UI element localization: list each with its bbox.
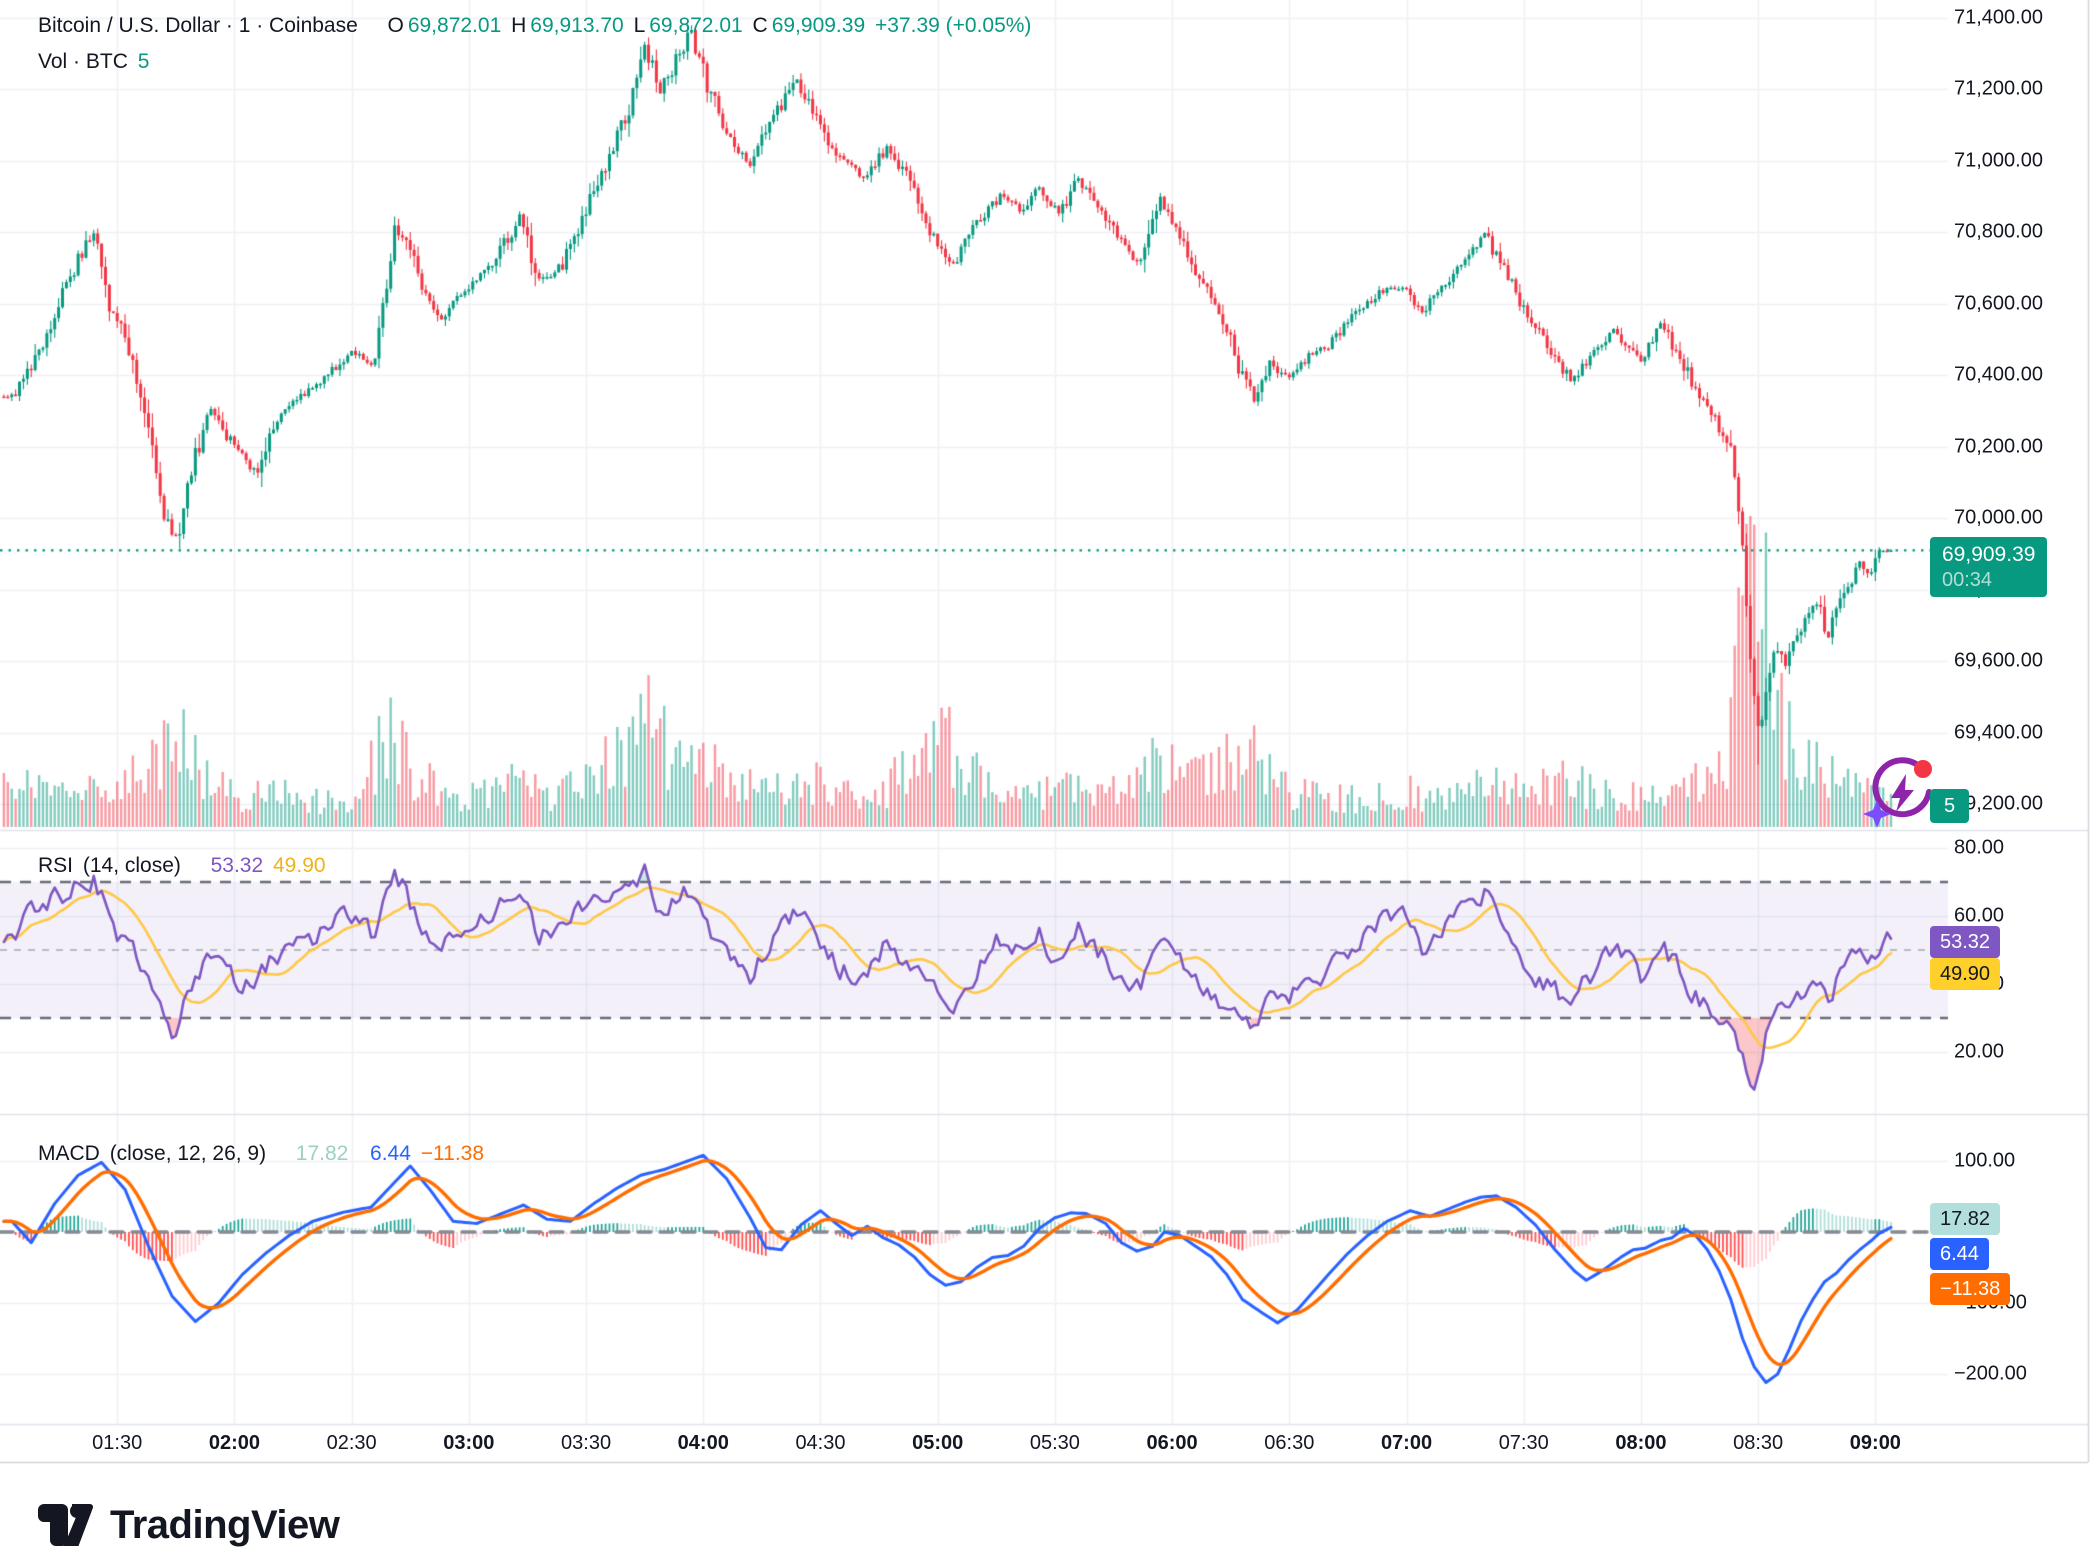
macd-value: 6.44: [370, 1142, 411, 1165]
macd-hist-value: 17.82: [295, 1142, 349, 1165]
macd-signal-value: −11.38: [420, 1142, 485, 1165]
macd-axis-badge: 6.44: [1930, 1238, 1989, 1270]
ohlc-open-label: O: [387, 14, 404, 37]
rsi-value: 53.32: [210, 854, 264, 877]
rsi-ma-value: 49.90: [273, 854, 326, 877]
volume-axis-badge: 5: [1930, 789, 1970, 823]
sparkle-icon: [1863, 800, 1891, 828]
macd-signal-axis-badge: −11.38: [1930, 1273, 2011, 1305]
rsi-legend[interactable]: RSI (14, close) 53.32 49.90: [38, 854, 330, 878]
bar-countdown: 00:34: [1942, 569, 1993, 591]
ohlc-low-value: 69,872.01: [649, 14, 743, 37]
last-price-value: 69,909.39: [1942, 543, 2036, 566]
macd-legend[interactable]: MACD (close, 12, 26, 9) 17.82 6.44 −11.3…: [38, 1142, 488, 1166]
ohlc-close-label: C: [752, 14, 768, 37]
ohlc-close-value: 69,909.39: [771, 14, 866, 37]
refresh-lightning-icon: [1863, 757, 1932, 828]
ohlc-open-value: 69,872.01: [407, 14, 502, 37]
ai-technicals-button[interactable]: [1862, 752, 1942, 832]
volume-label: Vol · BTC: [38, 50, 128, 73]
notification-dot: [1914, 760, 1932, 778]
tradingview-mark-icon: [38, 1504, 94, 1546]
logo-text: TradingView: [110, 1502, 340, 1547]
symbol-title: Bitcoin / U.S. Dollar · 1 · Coinbase: [38, 14, 358, 37]
macd-hist-axis-badge: 17.82: [1930, 1203, 2001, 1235]
rsi-title: RSI: [38, 854, 74, 877]
ohlc-change: +37.39 (+0.05%): [874, 14, 1032, 37]
ohlc-high-value: 69,913.70: [530, 14, 624, 37]
volume-value: 5: [137, 50, 150, 73]
tradingview-logo[interactable]: TradingView: [36, 1502, 340, 1548]
rsi-ma-axis-badge: 49.90: [1930, 958, 2001, 990]
last-price-badge: 69,909.39 00:34: [1930, 537, 2048, 597]
volume-legend[interactable]: Vol · BTC 5: [38, 50, 153, 74]
ohlc-high-label: H: [511, 14, 527, 37]
rsi-axis-badge: 53.32: [1930, 926, 2001, 958]
ohlc-low-label: L: [633, 14, 646, 37]
macd-title: MACD: [38, 1142, 100, 1165]
symbol-legend[interactable]: Bitcoin / U.S. Dollar · 1 · Coinbase O 69…: [38, 14, 1035, 38]
rsi-params: (14, close): [82, 854, 181, 877]
macd-params: (close, 12, 26, 9): [109, 1142, 267, 1165]
